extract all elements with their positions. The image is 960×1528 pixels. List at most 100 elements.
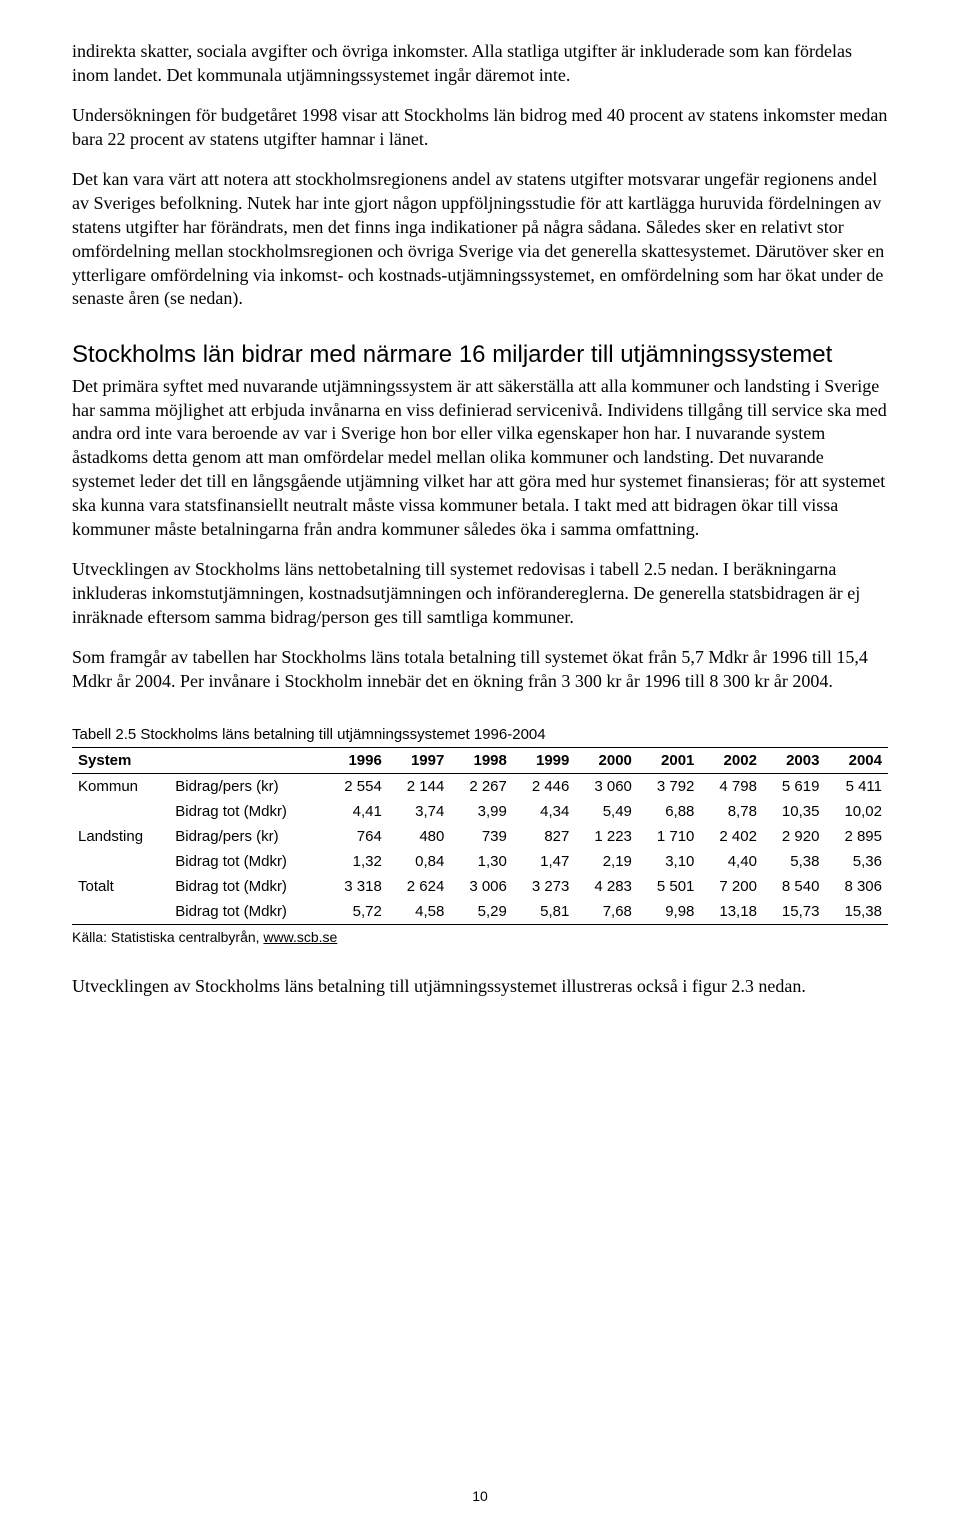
table-cell-metric: Bidrag tot (Mdkr) xyxy=(169,874,325,899)
body-paragraph: indirekta skatter, sociala avgifter och … xyxy=(72,40,888,88)
table-cell-value: 5 619 xyxy=(763,773,826,799)
table-cell-value: 4 283 xyxy=(575,874,638,899)
table-header-cell: 2004 xyxy=(825,747,888,773)
table-cell-value: 764 xyxy=(325,824,388,849)
table-header-cell: 1998 xyxy=(450,747,513,773)
table-cell-value: 3 006 xyxy=(450,874,513,899)
page: indirekta skatter, sociala avgifter och … xyxy=(0,0,960,1528)
table-cell-value: 5 411 xyxy=(825,773,888,799)
table-cell-value: 739 xyxy=(450,824,513,849)
table-cell-value: 6,88 xyxy=(638,799,701,824)
table-cell-value: 3,74 xyxy=(388,799,451,824)
table-cell-value: 10,02 xyxy=(825,799,888,824)
body-paragraph: Utvecklingen av Stockholms läns nettobet… xyxy=(72,558,888,630)
table-source: Källa: Statistiska centralbyrån, www.scb… xyxy=(72,929,888,945)
body-paragraph: Det kan vara värt att notera att stockho… xyxy=(72,168,888,312)
table-cell-value: 8,78 xyxy=(700,799,763,824)
table-cell-value: 2 895 xyxy=(825,824,888,849)
table-header-cell: 1997 xyxy=(388,747,451,773)
table-cell-value: 3,99 xyxy=(450,799,513,824)
table-cell-value: 15,38 xyxy=(825,899,888,925)
table-cell-value: 5,36 xyxy=(825,849,888,874)
spacer xyxy=(72,945,888,975)
table-cell-value: 1 710 xyxy=(638,824,701,849)
table-cell-value: 1,30 xyxy=(450,849,513,874)
table-header-cell: 2000 xyxy=(575,747,638,773)
table-cell-value: 3 060 xyxy=(575,773,638,799)
table-cell-value: 5,29 xyxy=(450,899,513,925)
table-cell-value: 4,34 xyxy=(513,799,576,824)
table-cell-value: 13,18 xyxy=(700,899,763,925)
table-cell-value: 1,32 xyxy=(325,849,388,874)
table-cell-value: 7,68 xyxy=(575,899,638,925)
table-cell-value: 480 xyxy=(388,824,451,849)
source-link[interactable]: www.scb.se xyxy=(263,929,337,945)
table-header-cell: 2003 xyxy=(763,747,826,773)
table-cell-group: Landsting xyxy=(72,824,169,849)
table-cell-group xyxy=(72,799,169,824)
table-row: Bidrag tot (Mdkr)5,724,585,295,817,689,9… xyxy=(72,899,888,925)
table-cell-value: 4 798 xyxy=(700,773,763,799)
table-cell-value: 8 540 xyxy=(763,874,826,899)
table-cell-value: 1 223 xyxy=(575,824,638,849)
body-paragraph: Det primära syftet med nuvarande utjämni… xyxy=(72,375,888,543)
table-header-cell: 2002 xyxy=(700,747,763,773)
table-cell-metric: Bidrag tot (Mdkr) xyxy=(169,899,325,925)
table-cell-value: 5,81 xyxy=(513,899,576,925)
table-row: TotaltBidrag tot (Mdkr)3 3182 6243 0063 … xyxy=(72,874,888,899)
table-cell-value: 2 402 xyxy=(700,824,763,849)
table-cell-value: 8 306 xyxy=(825,874,888,899)
table-cell-value: 2,19 xyxy=(575,849,638,874)
table-cell-value: 9,98 xyxy=(638,899,701,925)
page-number: 10 xyxy=(0,1488,960,1504)
table-cell-value: 7 200 xyxy=(700,874,763,899)
table-cell-group: Kommun xyxy=(72,773,169,799)
table-cell-value: 2 446 xyxy=(513,773,576,799)
body-paragraph: Undersökningen för budgetåret 1998 visar… xyxy=(72,104,888,152)
table-cell-value: 2 624 xyxy=(388,874,451,899)
table-cell-value: 1,47 xyxy=(513,849,576,874)
body-paragraph: Utvecklingen av Stockholms läns betalnin… xyxy=(72,975,888,999)
table-cell-value: 15,73 xyxy=(763,899,826,925)
table-cell-value: 827 xyxy=(513,824,576,849)
table-header-row: System 1996 1997 1998 1999 2000 2001 200… xyxy=(72,747,888,773)
table-cell-value: 5,49 xyxy=(575,799,638,824)
body-paragraph: Som framgår av tabellen har Stockholms l… xyxy=(72,646,888,694)
table-cell-value: 5,38 xyxy=(763,849,826,874)
table-cell-value: 5,72 xyxy=(325,899,388,925)
table-cell-value: 3,10 xyxy=(638,849,701,874)
table-cell-value: 3 273 xyxy=(513,874,576,899)
table-caption: Tabell 2.5 Stockholms läns betalning til… xyxy=(72,726,888,743)
table-cell-value: 3 792 xyxy=(638,773,701,799)
data-table: System 1996 1997 1998 1999 2000 2001 200… xyxy=(72,747,888,925)
table-cell-value: 0,84 xyxy=(388,849,451,874)
table-cell-group: Totalt xyxy=(72,874,169,899)
table-row: LandstingBidrag/pers (kr)7644807398271 2… xyxy=(72,824,888,849)
table-header-cell xyxy=(169,747,325,773)
table-cell-group xyxy=(72,899,169,925)
table-header-cell: 2001 xyxy=(638,747,701,773)
table-cell-value: 4,40 xyxy=(700,849,763,874)
table-row: Bidrag tot (Mdkr)4,413,743,994,345,496,8… xyxy=(72,799,888,824)
table-cell-value: 2 144 xyxy=(388,773,451,799)
table-cell-metric: Bidrag tot (Mdkr) xyxy=(169,849,325,874)
table-row: KommunBidrag/pers (kr)2 5542 1442 2672 4… xyxy=(72,773,888,799)
table-row: Bidrag tot (Mdkr)1,320,841,301,472,193,1… xyxy=(72,849,888,874)
table-cell-value: 10,35 xyxy=(763,799,826,824)
table-cell-metric: Bidrag/pers (kr) xyxy=(169,773,325,799)
table-cell-metric: Bidrag/pers (kr) xyxy=(169,824,325,849)
table-header-cell: 1996 xyxy=(325,747,388,773)
table-cell-value: 2 920 xyxy=(763,824,826,849)
table-cell-value: 5 501 xyxy=(638,874,701,899)
table-cell-value: 2 554 xyxy=(325,773,388,799)
table-cell-group xyxy=(72,849,169,874)
table-cell-metric: Bidrag tot (Mdkr) xyxy=(169,799,325,824)
table-header-cell: System xyxy=(72,747,169,773)
table-header-cell: 1999 xyxy=(513,747,576,773)
section-heading: Stockholms län bidrar med närmare 16 mil… xyxy=(72,339,888,370)
table-cell-value: 4,41 xyxy=(325,799,388,824)
table-cell-value: 3 318 xyxy=(325,874,388,899)
table-cell-value: 4,58 xyxy=(388,899,451,925)
table-cell-value: 2 267 xyxy=(450,773,513,799)
source-prefix: Källa: Statistiska centralbyrån, xyxy=(72,929,263,945)
